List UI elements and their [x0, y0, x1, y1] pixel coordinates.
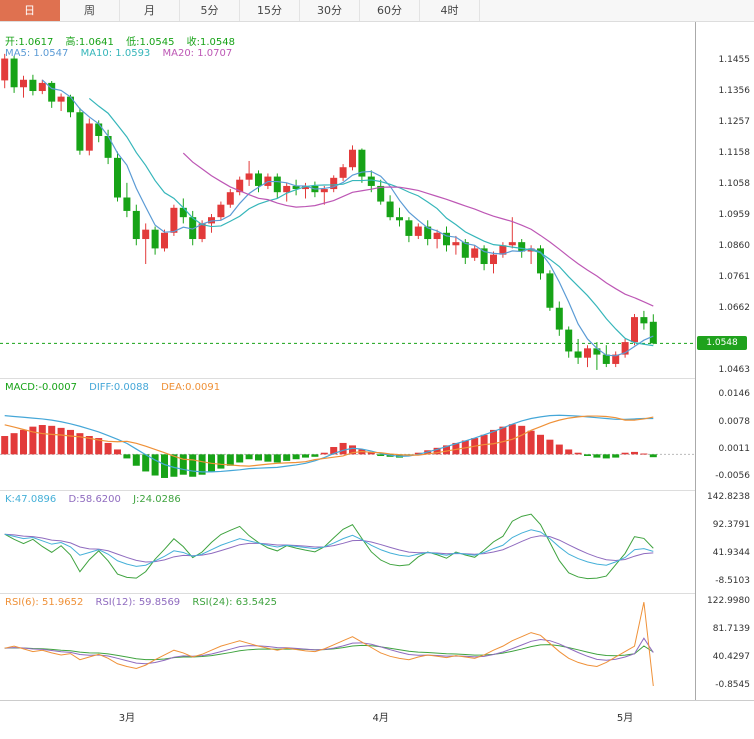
y-axis-label: 1.1356 [718, 86, 751, 96]
ohlc-readout: 开:1.0617 高:1.0641 低:1.0545 收:1.0548 [5, 33, 244, 48]
kdj-plot[interactable] [0, 491, 695, 594]
low-value: 低:1.0545 [126, 37, 175, 48]
high-value: 高:1.0641 [65, 37, 114, 48]
y-axis-label: 0.0078 [718, 416, 751, 427]
y-axis-label: 1.0662 [718, 302, 751, 313]
y-axis-label: 41.9344 [712, 548, 750, 559]
rsi-plot[interactable] [0, 594, 695, 701]
chart-panes: 开:1.0617 高:1.0641 低:1.0545 收:1.0548 MA5:… [0, 22, 754, 739]
rsi12-value: RSI(12): 59.8569 [95, 597, 181, 608]
candlestick-plot[interactable] [0, 22, 695, 378]
y-axis-label: 1.1455 [718, 55, 751, 66]
macd-value: MACD:-0.0007 [5, 382, 77, 393]
y-axis-label: 40.4297 [712, 652, 750, 663]
tab-4hour[interactable]: 4时 [420, 0, 480, 21]
d-value: D:58.6200 [68, 494, 121, 505]
y-axis-label: -0.0056 [715, 471, 750, 482]
rsi6-value: RSI(6): 51.9652 [5, 597, 84, 608]
j-value: J:24.0286 [133, 494, 181, 505]
open-value: 开:1.0617 [5, 37, 54, 48]
y-axis-label: 0.0011 [718, 443, 751, 454]
kdj-readout: K:47.0896 D:58.6200 J:24.0286 [5, 494, 190, 505]
y-axis-label: 1.0959 [718, 209, 751, 220]
macd-plot[interactable] [0, 379, 695, 491]
x-axis-label: 5月 [616, 713, 634, 724]
y-axis-label: 1.1058 [718, 179, 751, 190]
tab-30min[interactable]: 30分 [300, 0, 360, 21]
y-axis-label: 1.0860 [718, 240, 751, 251]
y-axis-label: 1.1257 [718, 116, 751, 127]
ma-readout: MA5: 1.0547 MA10: 1.0593 MA20: 1.0707 [5, 48, 241, 59]
close-value: 收:1.0548 [186, 37, 235, 48]
y-axis-label: 1.0463 [718, 364, 751, 375]
y-axis-label: -8.5103 [715, 576, 750, 587]
macd-pane[interactable]: MACD:-0.0007 DIFF:0.0088 DEA:0.0091 [0, 378, 695, 490]
y-axis-label: 122.9980 [707, 596, 750, 607]
candlestick-pane[interactable]: 开:1.0617 高:1.0641 低:1.0545 收:1.0548 MA5:… [0, 22, 695, 378]
rsi-readout: RSI(6): 51.9652 RSI(12): 59.8569 RSI(24)… [5, 597, 286, 608]
diff-value: DIFF:0.0088 [89, 382, 149, 393]
ma10-value: MA10: 1.0593 [80, 48, 151, 59]
y-axis-label: 142.8238 [707, 492, 750, 503]
y-axis-label: 92.3791 [712, 520, 750, 531]
current-price-badge: 1.0548 [697, 336, 747, 351]
dea-value: DEA:0.0091 [161, 382, 221, 393]
y-axis-label: 0.0146 [718, 388, 751, 399]
tab-month[interactable]: 月 [120, 0, 180, 21]
ma20-value: MA20: 1.0707 [162, 48, 233, 59]
y-axis-label: 1.0761 [718, 271, 751, 282]
y-axis-label: 1.1158 [718, 147, 751, 158]
rsi24-value: RSI(24): 63.5425 [192, 597, 278, 608]
k-value: K:47.0896 [5, 494, 57, 505]
kdj-pane[interactable]: K:47.0896 D:58.6200 J:24.0286 [0, 490, 695, 593]
y-axis-label: 81.7139 [712, 624, 750, 635]
x-axis-label: 3月 [118, 713, 136, 724]
price-axis: 1.1455 1.1356 1.1257 1.1158 1.1058 1.0959 1.08… [695, 22, 754, 700]
tab-60min[interactable]: 60分 [360, 0, 420, 21]
timeframe-toolbar: 日 周 月 5分 15分 30分 60分 4时 [0, 0, 754, 22]
ma5-value: MA5: 1.0547 [5, 48, 69, 59]
y-axis-label: -0.8545 [715, 680, 750, 690]
tab-day[interactable]: 日 [0, 0, 60, 21]
rsi-pane[interactable]: RSI(6): 51.9652 RSI(12): 59.8569 RSI(24)… [0, 593, 695, 700]
tab-week[interactable]: 周 [60, 0, 120, 21]
tab-15min[interactable]: 15分 [240, 0, 300, 21]
time-axis: 3月 4月 5月 [0, 700, 754, 739]
x-axis-label: 4月 [372, 713, 389, 724]
macd-readout: MACD:-0.0007 DIFF:0.0088 DEA:0.0091 [5, 382, 229, 393]
tab-5min[interactable]: 5分 [180, 0, 240, 21]
